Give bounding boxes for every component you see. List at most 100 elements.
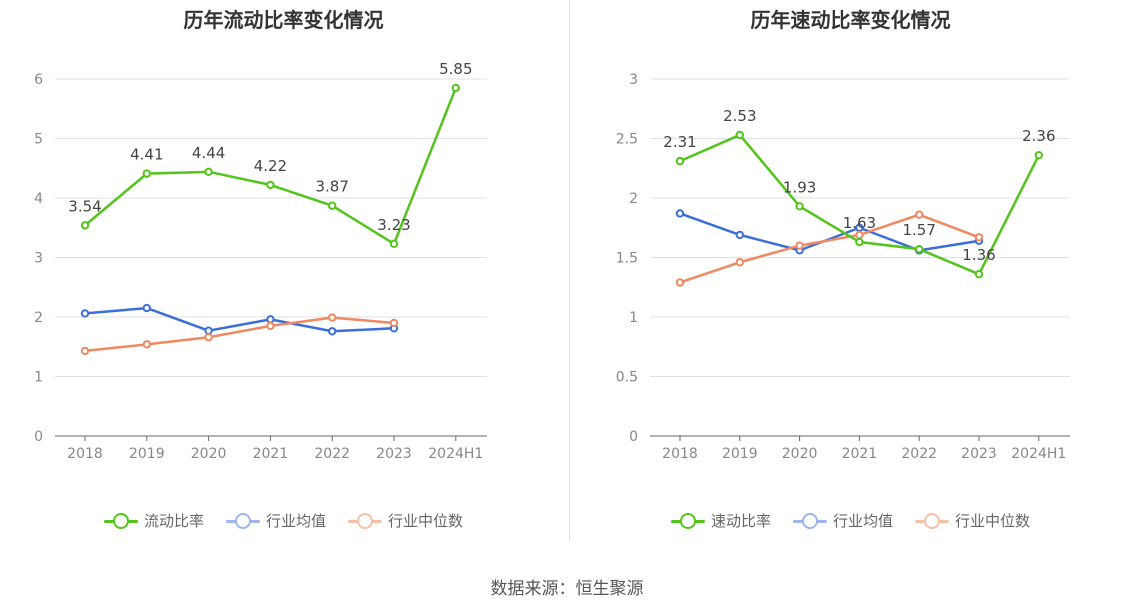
legend-label: 行业均值	[265, 512, 326, 530]
data-label: 1.93	[783, 178, 816, 196]
x-tick-label: 2023	[376, 446, 412, 462]
legend-label: 行业中位数	[955, 512, 1031, 530]
x-tick-label: 2018	[67, 446, 103, 462]
y-tick-label: 3	[34, 251, 43, 267]
legend-label: 速动比率	[710, 512, 771, 530]
y-tick-label: 4	[34, 191, 43, 207]
y-tick-label: 2	[629, 191, 638, 207]
data-point	[795, 241, 804, 250]
series-line	[679, 213, 980, 284]
x-tick-label: 2019	[129, 446, 165, 462]
chart-title: 历年流动比率变化情况	[183, 8, 384, 32]
data-point	[389, 239, 399, 249]
data-point	[142, 303, 152, 313]
data-point	[328, 201, 337, 210]
data-point	[266, 321, 275, 331]
data-point	[80, 309, 90, 318]
data-point	[675, 278, 685, 287]
data-point	[735, 258, 745, 267]
data-label: 3.87	[315, 178, 348, 196]
data-point	[1034, 150, 1043, 160]
data-point	[915, 210, 924, 219]
data-label: 3.23	[377, 216, 410, 234]
data-label: 3.54	[68, 197, 101, 215]
legend-item-series-main[interactable]: 速动比率	[670, 510, 771, 531]
y-tick-label: 1	[629, 310, 638, 326]
data-point	[974, 233, 984, 242]
data-point	[735, 130, 745, 140]
legend-item-industry-median[interactable]: 行业中位数	[915, 510, 1030, 531]
x-tick-label: 2024H1	[1011, 446, 1066, 462]
y-tick-label: 2	[34, 310, 43, 326]
y-tick-label: 6	[34, 72, 43, 88]
data-point	[974, 269, 984, 279]
data-point	[266, 315, 275, 324]
y-tick-label: 3	[629, 72, 638, 88]
data-point	[675, 156, 685, 166]
x-tick-label: 2023	[961, 446, 997, 462]
data-label: 4.22	[254, 157, 287, 175]
x-tick-label: 2019	[722, 446, 758, 462]
legend-marker-icon	[348, 512, 382, 529]
data-point	[266, 180, 275, 190]
x-tick-label: 2024H1	[428, 446, 483, 462]
data-point	[855, 237, 864, 247]
data-point	[80, 221, 90, 230]
data-label: 2.31	[663, 133, 696, 151]
legend-marker-icon	[915, 512, 949, 529]
legend-item-industry-median[interactable]: 行业中位数	[348, 510, 463, 531]
x-tick-label: 2018	[662, 446, 698, 462]
data-label: 1.36	[962, 246, 995, 264]
y-tick-label: 2.5	[616, 132, 638, 148]
line-chart-current-ratio: 0 1 2 3 4 5 6 2018 2019 2020 2021 2022 2023 2024H1 3.5…	[34, 60, 487, 462]
legend-marker-icon	[103, 512, 138, 529]
x-tick-label: 2022	[314, 446, 350, 462]
x-tick-label: 2020	[782, 446, 818, 462]
legend-label: 行业中位数	[388, 512, 464, 530]
y-tick-label: 1.5	[616, 251, 638, 267]
data-point	[389, 318, 399, 328]
x-tick-label: 2021	[842, 446, 878, 462]
chart-legend: 流动比率 行业均值 行业中位数	[0, 510, 567, 531]
legend-label: 行业均值	[832, 512, 893, 530]
data-point	[915, 244, 924, 254]
data-point	[328, 313, 337, 322]
data-point	[204, 167, 213, 177]
y-tick-label: 0	[34, 429, 43, 445]
data-label: 4.41	[130, 146, 163, 164]
data-label: 1.57	[902, 221, 935, 239]
x-tick-label: 2020	[191, 446, 227, 462]
data-point	[735, 230, 745, 240]
series-line	[84, 316, 395, 353]
chart-panel-quick-ratio: 历年速动比率变化情况 0 0.5 1 1.5 2 2.5 3 2018 2019 2020 2021…	[567, 0, 1134, 560]
data-point	[451, 83, 460, 93]
x-tick-label: 2021	[253, 446, 289, 462]
x-tick-label: 2022	[901, 446, 937, 462]
y-tick-label: 0	[629, 429, 638, 445]
data-label: 2.53	[723, 107, 756, 125]
legend-marker-icon	[792, 512, 827, 529]
data-label: 5.85	[439, 60, 472, 78]
series-line	[84, 306, 395, 333]
data-point	[204, 333, 213, 342]
data-point	[855, 230, 864, 240]
data-point	[675, 209, 685, 218]
chart-legend: 速动比率 行业均值 行业中位数	[567, 510, 1134, 531]
data-label: 1.63	[843, 214, 876, 232]
data-label: 4.44	[192, 144, 225, 162]
legend-item-series-main[interactable]: 流动比率	[103, 510, 204, 531]
panel-divider	[569, 0, 570, 542]
legend-label: 流动比率	[143, 512, 204, 530]
legend-marker-icon	[225, 512, 260, 529]
y-tick-label: 5	[34, 132, 43, 148]
data-point	[328, 327, 337, 336]
data-point	[795, 202, 804, 211]
chart-title: 历年速动比率变化情况	[750, 8, 951, 32]
data-point	[80, 346, 90, 356]
legend-marker-icon	[670, 512, 705, 529]
data-point	[142, 340, 152, 349]
legend-item-industry-mean[interactable]: 行业均值	[225, 510, 326, 531]
legend-item-industry-mean[interactable]: 行业均值	[792, 510, 893, 531]
chart-panel-current-ratio: 历年流动比率变化情况 0 1 2 3 4 5 6 2018 2019 2020 2021 2022 20…	[0, 0, 567, 560]
